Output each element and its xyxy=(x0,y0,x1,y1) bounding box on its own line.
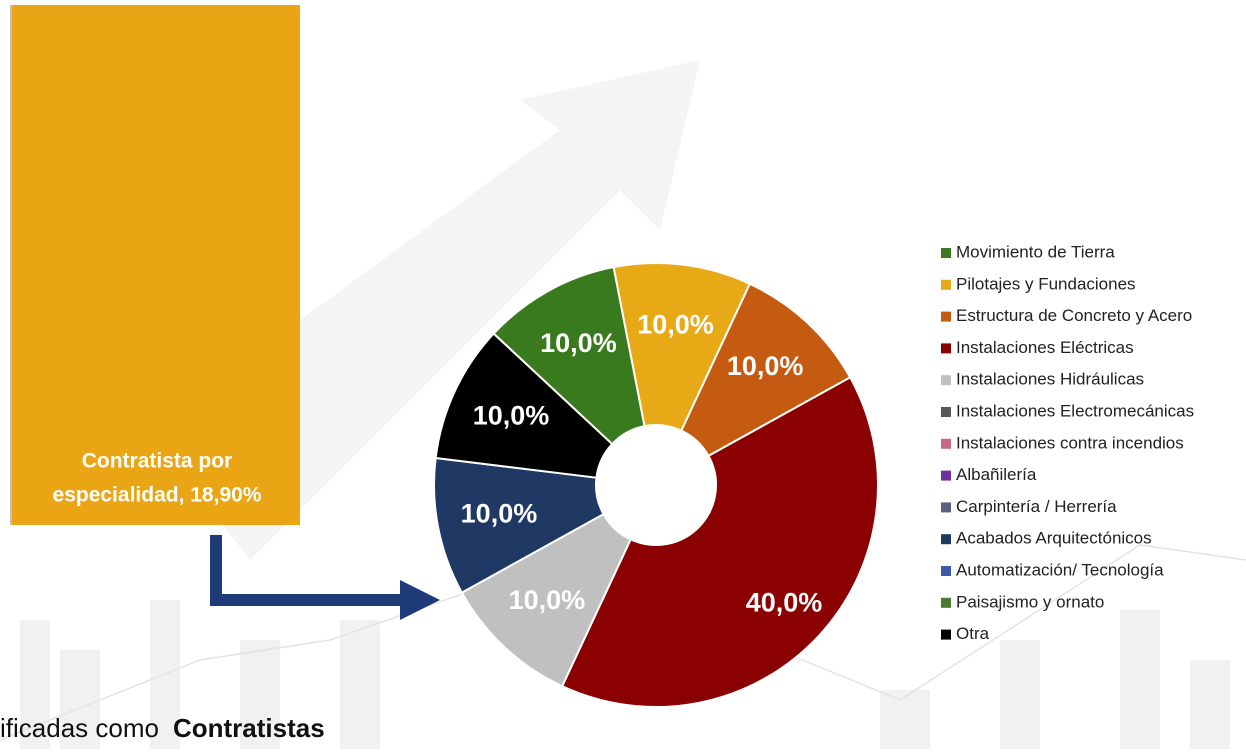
body-text-bold: Contratistas xyxy=(173,713,325,743)
legend-label: Otra xyxy=(956,624,990,643)
slice xyxy=(492,265,646,446)
legend-swatch xyxy=(941,470,951,481)
legend-label: Estructura de Concreto y Acero xyxy=(956,306,1192,325)
legend-swatch xyxy=(941,566,951,576)
value-label: 10,0% xyxy=(540,328,617,358)
value-label: 10,0% xyxy=(473,401,550,431)
legend-label: Instalaciones contra incendios xyxy=(956,433,1184,452)
legend-swatch xyxy=(941,311,951,322)
value-label: 10,0% xyxy=(461,499,538,529)
background-bars xyxy=(20,600,1230,749)
legend-swatch xyxy=(941,248,951,258)
legend-swatch xyxy=(941,279,951,290)
slice xyxy=(460,512,632,688)
slice xyxy=(433,456,605,594)
value-label: 10,0% xyxy=(637,309,714,339)
body-text: ificadas como Contratistas xyxy=(0,713,325,743)
legend-label: Paisajismo y ornato xyxy=(956,592,1104,611)
legend-swatch xyxy=(941,343,951,354)
callout-bar xyxy=(12,5,300,525)
legend-swatch xyxy=(941,438,951,449)
donut-chart: 10,0% 10,0% 10,0% 40,0% 10,0% 10,0% 10,0% Movim… xyxy=(433,242,1194,708)
legend-swatch xyxy=(941,375,951,386)
legend-label: Automatización/ Tecnología xyxy=(956,560,1164,579)
legend-swatch xyxy=(941,629,951,640)
slice xyxy=(612,262,752,432)
arrowhead xyxy=(400,580,440,620)
value-label: 40,0% xyxy=(746,587,823,617)
legend-label: Pilotajes y Fundaciones xyxy=(956,274,1136,293)
legend-label: Acabados Arquitectónicos xyxy=(956,529,1152,548)
slice xyxy=(434,332,614,479)
legend-swatch xyxy=(941,597,951,608)
legend-swatch xyxy=(941,502,951,513)
value-label: 10,0% xyxy=(509,585,586,615)
body-text-plain: ificadas como xyxy=(0,713,159,743)
legend-label: Instalaciones Electromecánicas xyxy=(956,401,1194,420)
callout-label: especialidad, 18,90% xyxy=(53,484,262,507)
legend-label: Carpintería / Herrería xyxy=(956,497,1117,516)
legend-swatch xyxy=(941,407,951,417)
callout-label: Contratista por xyxy=(82,450,233,473)
legend-label: Albañilería xyxy=(956,465,1037,484)
value-label: 10,0% xyxy=(727,351,804,381)
legend-label: Instalaciones Hidráulicas xyxy=(956,370,1144,389)
legend-label: Instalaciones Eléctricas xyxy=(956,338,1134,357)
slice xyxy=(560,376,879,708)
callout-arrow xyxy=(210,535,405,606)
legend-swatch xyxy=(941,534,951,545)
slice xyxy=(680,282,852,458)
legend-label: Movimiento de Tierra xyxy=(956,242,1115,261)
